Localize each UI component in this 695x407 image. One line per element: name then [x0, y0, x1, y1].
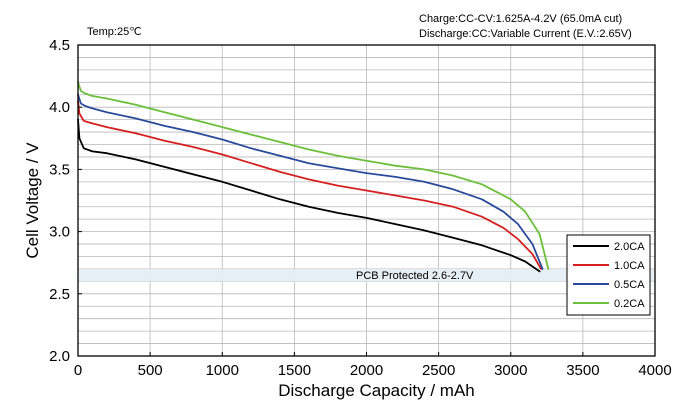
x-tick-label: 2000: [350, 362, 383, 379]
x-tick-label: 0: [74, 362, 82, 379]
discharge-note: Discharge:CC:Variable Current (E.V.:2.65…: [419, 28, 632, 40]
series-curves: [77, 81, 550, 273]
series-line-2.0CA: [77, 118, 541, 273]
y-tick-label: 2.5: [49, 286, 70, 303]
series-line-1.0CA: [77, 100, 542, 270]
x-tick-label: 3000: [494, 362, 527, 379]
legend: 2.0CA 1.0CA 0.5CA 0.2CA: [566, 234, 651, 316]
y-tick-label: 3.0: [49, 224, 70, 241]
y-tick-label: 4.5: [49, 37, 70, 54]
y-tick-label: 3.5: [49, 161, 70, 178]
legend-label-0.5CA: 0.5CA: [614, 279, 645, 291]
y-tick-label: 4.0: [49, 99, 70, 116]
x-tick-labels: 0 500 1000 1500 2000 2500 3000 3500 4000: [74, 352, 672, 379]
series-line-0.5CA: [77, 93, 544, 270]
y-tick-labels: 2.0 2.5 3.0 3.5 4.0 4.5: [49, 37, 82, 365]
charge-note: Charge:CC-CV:1.625A-4.2V (65.0mA cut): [419, 13, 622, 25]
y-tick-label: 2.0: [49, 348, 70, 365]
legend-label-2.0CA: 2.0CA: [614, 241, 645, 253]
series-line-0.2CA: [77, 81, 550, 270]
x-tick-label: 3500: [566, 362, 599, 379]
y-axis-title: Cell Voltage / V: [23, 142, 42, 259]
temperature-note: Temp:25℃: [87, 26, 142, 38]
pcb-protected-label: PCB Protected 2.6-2.7V: [356, 270, 474, 282]
pcb-band-rect: [79, 268, 654, 282]
pcb-protected-band: [79, 268, 654, 282]
x-tick-label: 1500: [278, 362, 311, 379]
legend-box: [566, 234, 651, 316]
legend-label-0.2CA: 0.2CA: [614, 298, 645, 310]
x-axis-title: Discharge Capacity / mAh: [278, 381, 475, 400]
x-tick-label: 2500: [422, 362, 455, 379]
x-tick-label: 500: [138, 362, 163, 379]
x-tick-label: 1000: [206, 362, 239, 379]
x-tick-label: 4000: [638, 362, 671, 379]
legend-label-1.0CA: 1.0CA: [614, 260, 645, 272]
